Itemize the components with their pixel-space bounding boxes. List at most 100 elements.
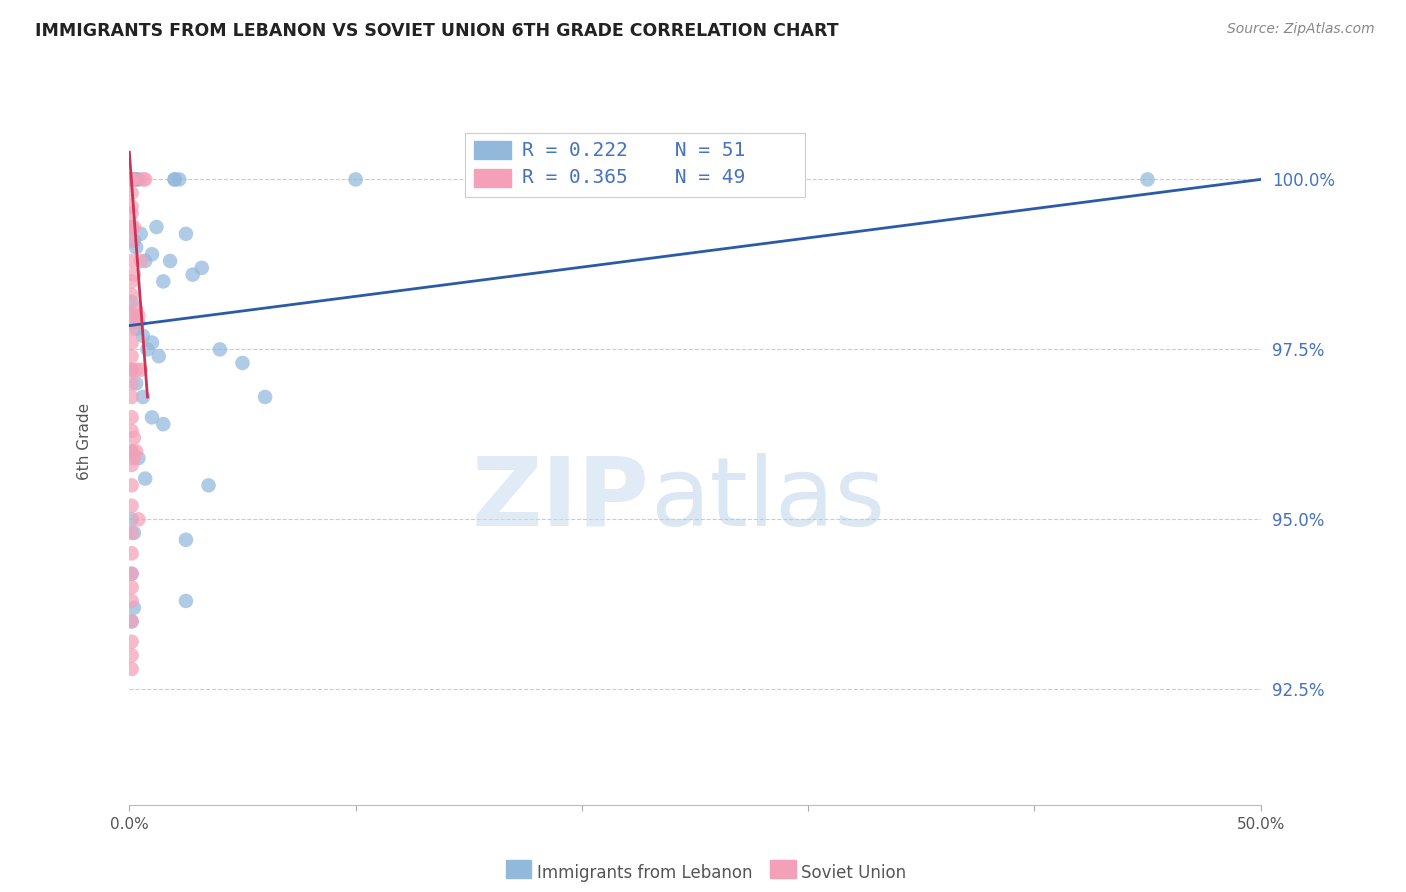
Point bbox=[121, 499, 143, 513]
Point bbox=[129, 227, 152, 241]
Point bbox=[127, 512, 149, 526]
Point bbox=[163, 172, 186, 186]
Text: IMMIGRANTS FROM LEBANON VS SOVIET UNION 6TH GRADE CORRELATION CHART: IMMIGRANTS FROM LEBANON VS SOVIET UNION … bbox=[35, 22, 839, 40]
Text: Source: ZipAtlas.com: Source: ZipAtlas.com bbox=[1227, 22, 1375, 37]
Point bbox=[121, 219, 143, 234]
Point bbox=[121, 546, 143, 560]
Point bbox=[136, 343, 159, 357]
Point bbox=[121, 349, 143, 363]
Point bbox=[174, 533, 197, 547]
Point bbox=[121, 219, 143, 234]
Point bbox=[231, 356, 253, 370]
Point bbox=[141, 410, 163, 425]
Point bbox=[125, 322, 148, 336]
Point bbox=[163, 172, 186, 186]
Point bbox=[132, 390, 155, 404]
Point bbox=[125, 376, 148, 391]
Point bbox=[122, 309, 145, 323]
Point bbox=[141, 247, 163, 261]
Point bbox=[121, 254, 143, 268]
Point bbox=[159, 254, 181, 268]
Point bbox=[132, 172, 155, 186]
Point bbox=[208, 343, 231, 357]
Point bbox=[152, 417, 174, 432]
Point bbox=[121, 200, 143, 214]
Point bbox=[181, 268, 204, 282]
Point bbox=[121, 662, 143, 676]
Point bbox=[254, 390, 277, 404]
Text: Soviet Union: Soviet Union bbox=[801, 864, 907, 882]
Text: R = 0.365    N = 49: R = 0.365 N = 49 bbox=[522, 169, 745, 187]
Text: 6th Grade: 6th Grade bbox=[76, 402, 91, 480]
Point bbox=[121, 444, 143, 458]
Point bbox=[127, 451, 149, 466]
Point bbox=[122, 451, 145, 466]
Point bbox=[121, 172, 143, 186]
Point bbox=[125, 444, 148, 458]
Point bbox=[122, 525, 145, 540]
Point bbox=[121, 234, 143, 248]
Point bbox=[121, 615, 143, 629]
Text: ZIP: ZIP bbox=[472, 453, 650, 546]
Point bbox=[134, 472, 156, 486]
Point bbox=[127, 309, 149, 323]
Point bbox=[121, 186, 143, 200]
Point bbox=[121, 363, 143, 377]
Point bbox=[121, 172, 143, 186]
Text: R = 0.222    N = 51: R = 0.222 N = 51 bbox=[522, 141, 745, 160]
Point bbox=[125, 172, 148, 186]
Point bbox=[122, 172, 145, 186]
Point bbox=[121, 634, 143, 648]
Point bbox=[152, 274, 174, 288]
Point bbox=[121, 410, 143, 425]
Point bbox=[174, 594, 197, 608]
Point bbox=[125, 363, 148, 377]
Point bbox=[167, 172, 190, 186]
Point bbox=[121, 206, 143, 220]
Point bbox=[122, 600, 145, 615]
Point bbox=[121, 288, 143, 302]
Point bbox=[125, 301, 148, 316]
Point bbox=[122, 219, 145, 234]
Point bbox=[121, 444, 143, 458]
Text: Immigrants from Lebanon: Immigrants from Lebanon bbox=[537, 864, 752, 882]
Point bbox=[121, 512, 143, 526]
Point bbox=[121, 363, 143, 377]
Point bbox=[122, 431, 145, 445]
Bar bbox=[474, 169, 510, 186]
Point bbox=[145, 219, 167, 234]
Point bbox=[141, 335, 163, 350]
Point bbox=[121, 594, 143, 608]
Point bbox=[121, 525, 143, 540]
Point bbox=[121, 566, 143, 581]
Point bbox=[134, 254, 156, 268]
Point bbox=[121, 478, 143, 492]
Point bbox=[197, 478, 219, 492]
Point bbox=[121, 566, 143, 581]
Point bbox=[344, 172, 367, 186]
Point bbox=[121, 172, 143, 186]
Point bbox=[121, 424, 143, 438]
Point bbox=[121, 335, 143, 350]
Point bbox=[129, 363, 152, 377]
Point bbox=[121, 172, 143, 186]
Point bbox=[122, 172, 145, 186]
Point bbox=[125, 240, 148, 254]
Point bbox=[121, 172, 143, 186]
Bar bbox=[465, 134, 804, 197]
Point bbox=[122, 315, 145, 329]
Point bbox=[121, 172, 143, 186]
Point bbox=[148, 349, 170, 363]
Point bbox=[121, 322, 143, 336]
Point bbox=[127, 315, 149, 329]
Point bbox=[129, 254, 152, 268]
Point bbox=[190, 260, 212, 275]
Point bbox=[121, 458, 143, 472]
Point bbox=[121, 172, 143, 186]
Text: atlas: atlas bbox=[650, 453, 884, 546]
Point bbox=[1136, 172, 1159, 186]
Point bbox=[122, 268, 145, 282]
Point bbox=[121, 294, 143, 309]
Point bbox=[121, 376, 143, 391]
Point bbox=[121, 274, 143, 288]
